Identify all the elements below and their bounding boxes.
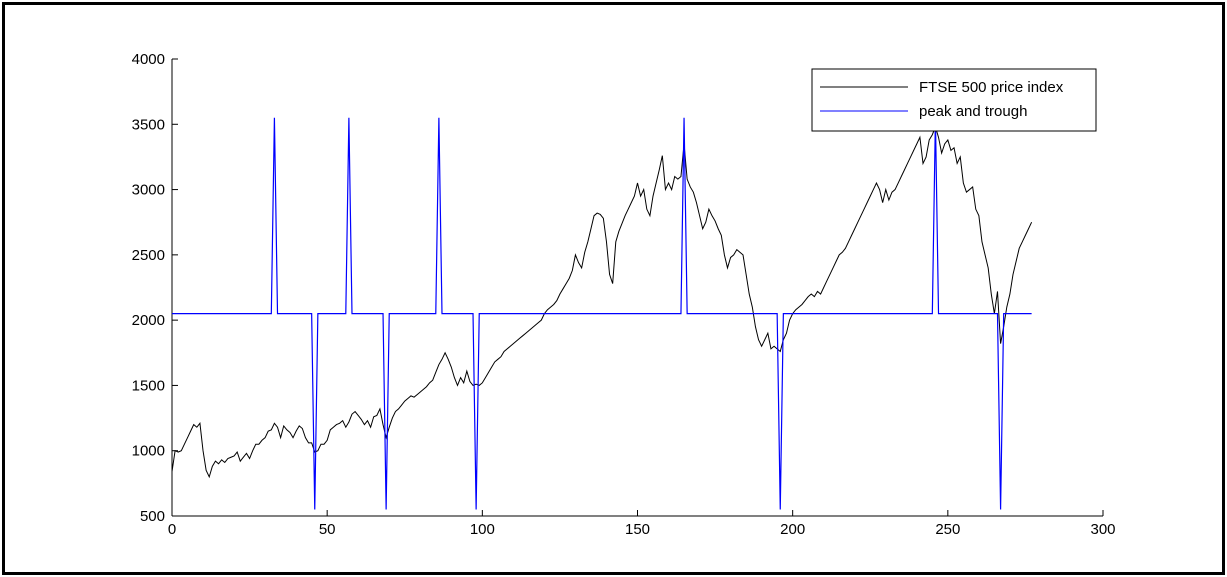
legend-label-ftse: FTSE 500 price index	[919, 79, 1064, 96]
series-line-ftse-price-index	[171, 125, 1033, 479]
x-tick-label: 0	[168, 521, 176, 538]
y-tick-label: 1000	[132, 443, 165, 460]
axis-ticks: 0 50 100 150 200 250 300 500 1000 1500 2000 2500 300…	[132, 51, 1116, 538]
y-tick-label: 4000	[132, 51, 165, 68]
legend-label-peak-trough: peak and trough	[919, 103, 1027, 120]
x-tick-label: 50	[319, 521, 336, 538]
y-tick-label: 3000	[132, 182, 165, 199]
series-line-peak-and-trough	[172, 117, 1032, 510]
y-tick-label: 2500	[132, 247, 165, 264]
x-tick-label: 200	[780, 521, 805, 538]
x-tick-label: 150	[625, 521, 650, 538]
y-tick-label: 3500	[132, 116, 165, 133]
x-tick-label: 300	[1090, 521, 1115, 538]
line-chart: 0 50 100 150 200 250 300 500 1000 1500 2000 2500 300…	[132, 51, 1116, 538]
y-tick-label: 1500	[132, 377, 165, 394]
legend: FTSE 500 price index peak and trough	[811, 68, 1097, 132]
x-tick-label: 100	[470, 521, 495, 538]
series-lines	[171, 117, 1033, 510]
y-tick-label: 2000	[132, 312, 165, 329]
legend-box	[811, 68, 1097, 132]
y-tick-label: 500	[140, 508, 165, 525]
x-tick-label: 250	[935, 521, 960, 538]
